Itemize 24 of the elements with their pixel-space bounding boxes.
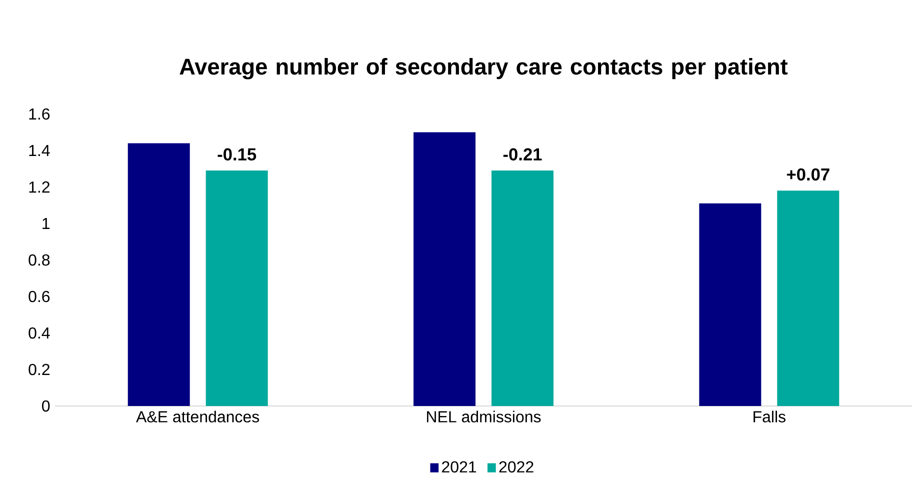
annotation: -0.15 [218, 148, 256, 161]
bar [492, 170, 554, 406]
chart-title: Average number of secondary care contacts per patient [180, 58, 788, 80]
y-tick-label: 0.6 [28, 290, 50, 302]
y-tick-label: 0 [42, 400, 50, 412]
bar [206, 170, 268, 406]
x-tick-label: A&E attendances [136, 410, 260, 422]
bar [128, 143, 190, 406]
y-tick-label: 0.8 [28, 254, 50, 266]
bar [699, 203, 762, 406]
annotation: +0.07 [786, 168, 830, 181]
y-tick-label: 0.4 [28, 327, 50, 339]
y-tick-label: 0.2 [28, 364, 50, 376]
y-tick-label: 1 [42, 218, 50, 229]
bar [414, 132, 476, 406]
x-tick-label: NEL admissions [427, 410, 541, 422]
y-tick-label: 1.2 [29, 181, 50, 193]
annotation: -0.21 [503, 148, 542, 161]
legend-label: 2021 [442, 461, 476, 473]
y-tick-label: 1.6 [29, 108, 50, 120]
y-tick-label: 1.4 [29, 144, 50, 156]
bar [777, 190, 840, 406]
legend-label: 2022 [499, 461, 534, 473]
x-tick-label: Falls [754, 410, 786, 422]
